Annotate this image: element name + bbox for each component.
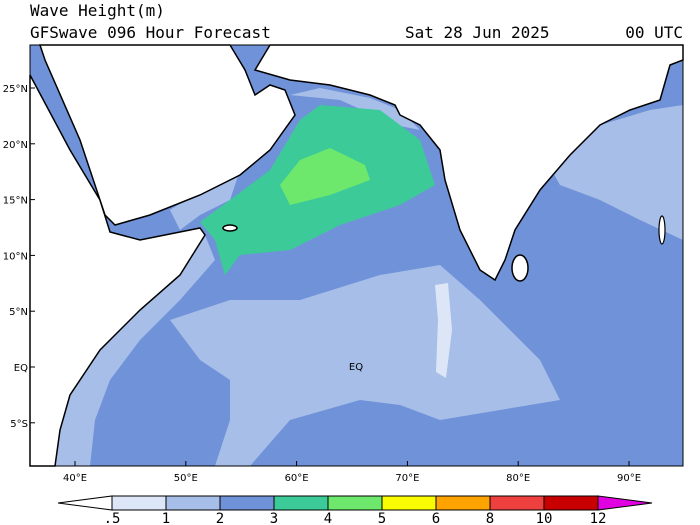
land-arabia [38, 44, 296, 226]
wave-1-2 [170, 170, 240, 230]
colorbar-label: 5 [378, 511, 386, 525]
colorbar-segment [111, 495, 167, 511]
date: Sat 28 Jun 2025 [405, 23, 550, 42]
lat-label: 15°N [3, 196, 28, 207]
colorbar-segment [327, 495, 383, 511]
colorbar-segment [543, 495, 599, 511]
colorbar-segment [219, 495, 275, 511]
colorbar-segment [489, 495, 545, 511]
colorbar-label: 1 [162, 511, 170, 525]
colorbar-label: 3 [270, 511, 278, 525]
title: Wave Height(m) [30, 1, 165, 20]
colorbar-cap [57, 495, 113, 511]
lon-label: 50°E [174, 473, 198, 484]
lat-label: 5°S [10, 419, 28, 430]
lat-label: 10°N [3, 251, 28, 262]
colorbar-label: 12 [590, 511, 607, 525]
colorbar-segment [273, 495, 329, 511]
lon-label: 40°E [63, 473, 87, 484]
colorbar-segment [381, 495, 437, 511]
lon-label: 80°E [506, 473, 530, 484]
land-sri-lanka [511, 254, 529, 282]
colorbar: .5 1 2 3 4 5 6 8 10 12 [57, 495, 653, 525]
lat-label: 25°N [3, 84, 28, 95]
lat-label: 5°N [9, 307, 28, 318]
colorbar-label: .5 [104, 511, 121, 525]
lon-label: 60°E [285, 473, 309, 484]
colorbar-label: 10 [536, 511, 553, 525]
colorbar-label: 4 [324, 511, 332, 525]
land-asia [253, 44, 684, 282]
lon-label: 70°E [395, 473, 419, 484]
time: 00 UTC [625, 23, 683, 42]
map: 25°N 20°N 15°N 10°N 5°N EQ 5°S 40°E 50°E 60°E 70°E… [3, 44, 684, 484]
lon-label: 90°E [617, 473, 641, 484]
lat-label: EQ [14, 363, 28, 374]
lat-label: 20°N [3, 140, 28, 151]
wave-1-2 [170, 265, 560, 466]
wave-1-2 [55, 235, 215, 466]
land-andaman [658, 215, 666, 245]
land-socotra [222, 224, 238, 232]
colorbar-label: 8 [486, 511, 494, 525]
equator-label: EQ [349, 362, 363, 373]
wave-4-5 [280, 148, 370, 205]
wave-05-1 [435, 283, 452, 378]
colorbar-label: 2 [216, 511, 224, 525]
colorbar-label: 6 [432, 511, 440, 525]
colorbar-segment [435, 495, 491, 511]
colorbar-segment [165, 495, 221, 511]
colorbar-cap [597, 495, 653, 511]
subtitle: GFSwave 096 Hour Forecast [30, 23, 271, 42]
